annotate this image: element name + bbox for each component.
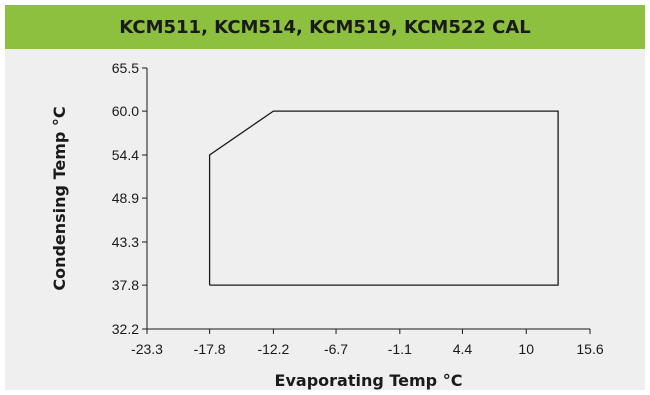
- series: [208, 110, 559, 286]
- chart-frame: KCM511, KCM514, KCM519, KCM522 CAL 32.2 3…: [5, 5, 645, 390]
- y-tick-label: 32.2: [112, 321, 139, 337]
- x-axis-label: Evaporating Temp °C: [275, 371, 463, 390]
- axes: [146, 68, 590, 330]
- x-tick-label: 4.4: [453, 341, 473, 357]
- y-tick-label: 65.5: [112, 60, 139, 76]
- y-tick-label: 43.3: [112, 234, 139, 250]
- x-tick-label: 10: [518, 341, 534, 357]
- x-tick-label: -17.8: [194, 341, 226, 357]
- chart-header: KCM511, KCM514, KCM519, KCM522 CAL: [5, 5, 645, 49]
- y-tick-label: 37.8: [112, 277, 139, 293]
- y-tick-label: 54.4: [112, 147, 139, 163]
- x-tick-label: -6.7: [324, 341, 348, 357]
- x-tick-label: -23.3: [131, 341, 163, 357]
- y-tick-label: 48.9: [112, 190, 139, 206]
- x-tick-label: -12.2: [257, 341, 289, 357]
- y-tick-label: 60.0: [112, 103, 139, 119]
- x-ticks: -23.3 -17.8 -12.2 -6.7 -1.1 4.4 10 15.6: [131, 329, 604, 357]
- x-tick-label: 15.6: [576, 341, 603, 357]
- y-ticks: 32.2 37.8 43.3 48.9 54.4 60.0 65.5: [112, 60, 147, 337]
- envelope-line: [208, 110, 559, 286]
- y-axis-label: Condensing Temp °C: [50, 106, 69, 290]
- chart-title: KCM511, KCM514, KCM519, KCM522 CAL: [119, 16, 531, 38]
- operating-envelope-chart: 32.237.843.348.954.460.065.5 -23.3 -17.8-…: [50, 60, 604, 390]
- x-tick-label: -1.1: [388, 341, 412, 357]
